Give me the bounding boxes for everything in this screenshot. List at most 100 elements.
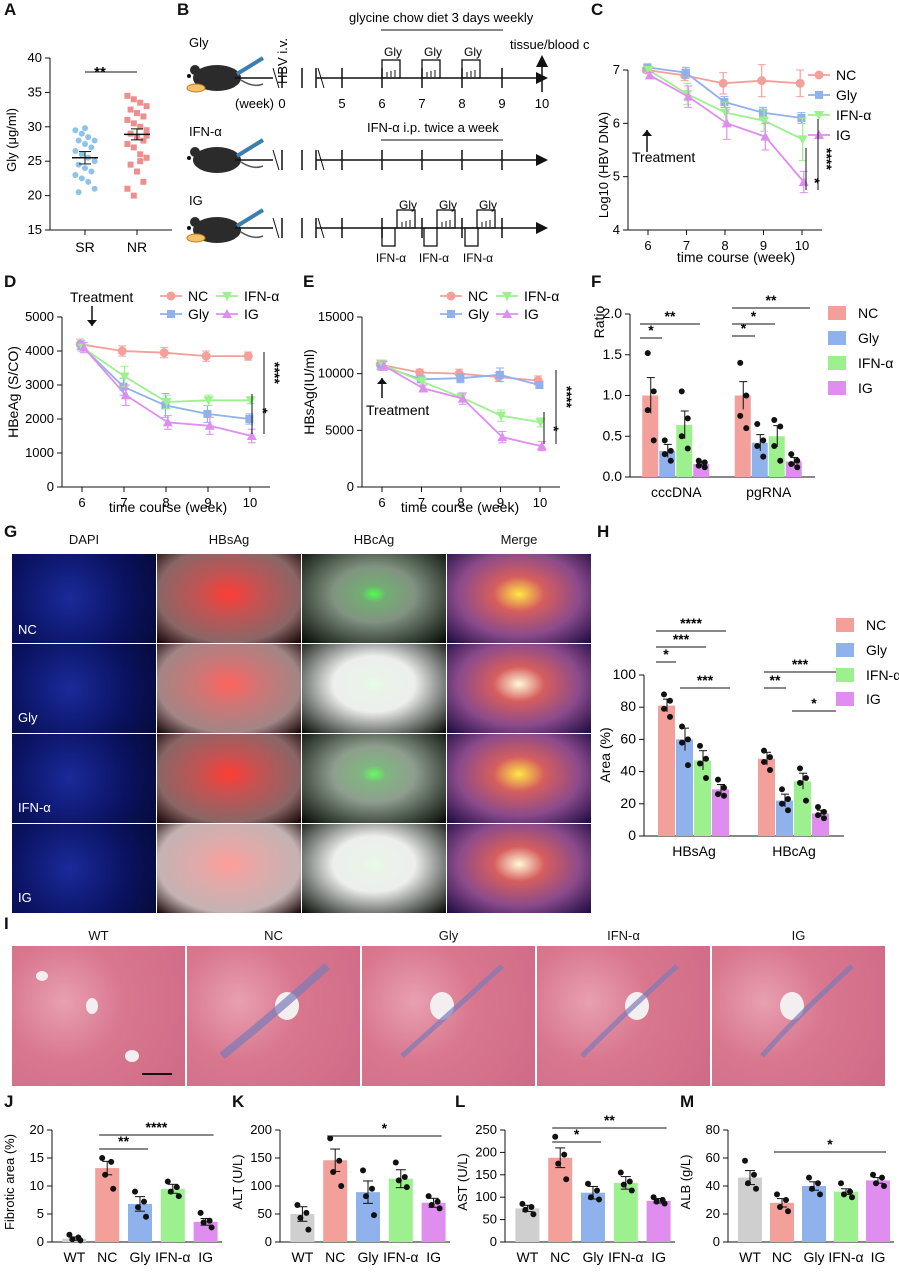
data-point bbox=[497, 432, 508, 442]
data-point bbox=[643, 66, 654, 75]
y-tick-label: 20 bbox=[30, 1122, 44, 1137]
treatment-box bbox=[396, 209, 416, 229]
data-point bbox=[246, 431, 257, 440]
bar bbox=[758, 758, 775, 836]
data-point bbox=[721, 118, 732, 128]
panel-e-chart: HBsAg(IU/ml) time course (week) Treatmen… bbox=[301, 288, 575, 515]
legend-swatch bbox=[836, 668, 854, 682]
y-tick-label: 50 bbox=[258, 1206, 272, 1221]
panel-b-collection: tissue/blood collection bbox=[510, 37, 590, 52]
data-point bbox=[530, 1211, 537, 1218]
data-point bbox=[760, 131, 771, 141]
panel-label-f: F bbox=[591, 272, 602, 291]
treatment-box bbox=[421, 59, 441, 79]
panel-b-row-ig: IG bbox=[189, 193, 203, 208]
data-point bbox=[88, 168, 95, 175]
data-point bbox=[99, 1155, 106, 1161]
x-tick-label: NC bbox=[325, 1249, 345, 1265]
microscopy-grid bbox=[12, 554, 591, 914]
data-point bbox=[338, 1183, 345, 1189]
data-point bbox=[743, 392, 750, 399]
data-point bbox=[697, 742, 703, 749]
he-stain-ifn bbox=[537, 946, 710, 1086]
data-point bbox=[204, 420, 215, 430]
data-point bbox=[294, 1202, 301, 1209]
x-tick-label: 8 bbox=[721, 238, 728, 253]
x-tick-label: Gly bbox=[804, 1249, 825, 1265]
data-point bbox=[585, 1180, 591, 1187]
gly-box-label-1: Gly bbox=[384, 45, 402, 59]
x-tick-label: cccDNA bbox=[651, 484, 702, 500]
data-point bbox=[774, 1191, 780, 1198]
data-point bbox=[695, 457, 702, 464]
y-tick-label: 5000 bbox=[325, 422, 354, 437]
panel-c-xlabel: time course (week) bbox=[677, 249, 795, 265]
data-point bbox=[588, 1194, 594, 1201]
data-point bbox=[841, 1191, 847, 1198]
data-point bbox=[552, 1133, 559, 1140]
data-point bbox=[679, 723, 685, 730]
panel-label-m: M bbox=[680, 1092, 695, 1111]
data-point bbox=[684, 445, 691, 452]
data-point bbox=[751, 1171, 757, 1178]
x-tick-label: 7 bbox=[683, 238, 690, 253]
panel-m-chart: ALB (g/L) 0 20 40 60 80 WT NC Gly IFN-α IG * bbox=[678, 1122, 894, 1265]
sig-label: *** bbox=[697, 672, 714, 688]
data-point bbox=[203, 409, 212, 418]
y-tick-label: 30 bbox=[28, 119, 42, 134]
data-point bbox=[870, 1171, 876, 1178]
data-point bbox=[814, 130, 824, 139]
x-tick-label: IG bbox=[651, 1249, 666, 1265]
y-tick-label: 25 bbox=[28, 153, 42, 168]
legend-label: Gly bbox=[468, 306, 489, 322]
data-point bbox=[102, 1171, 109, 1178]
y-tick-label: 2000 bbox=[25, 411, 54, 426]
sig-label: ** bbox=[665, 308, 676, 324]
vessel-lumen bbox=[86, 998, 98, 1014]
data-point bbox=[130, 192, 137, 199]
panel-f-chart: Ratio 0.0 0.5 1.0 1.5 2.0 cccDNA pgRNA NC Gly IFN… bbox=[591, 292, 893, 500]
x-tick-label: HBcAg bbox=[772, 843, 816, 859]
legend-swatch bbox=[828, 306, 846, 320]
legend-label: NC bbox=[468, 288, 488, 304]
y-tick-label: 1.0 bbox=[603, 387, 623, 403]
data-point bbox=[661, 437, 668, 444]
data-point bbox=[161, 398, 172, 407]
data-point bbox=[644, 407, 651, 414]
data-point bbox=[91, 185, 98, 192]
syringe-icon bbox=[235, 56, 265, 76]
data-point bbox=[127, 106, 134, 113]
data-point bbox=[701, 464, 708, 471]
y-tick-label: 40 bbox=[28, 50, 42, 65]
panel-e-xlabel: time course (week) bbox=[401, 499, 519, 515]
data-point bbox=[685, 762, 691, 769]
y-tick-label: 20 bbox=[706, 1206, 720, 1221]
data-point bbox=[783, 1197, 789, 1203]
data-point bbox=[72, 147, 79, 154]
data-point bbox=[718, 78, 728, 88]
bar bbox=[751, 442, 768, 477]
panel-d-sig2: **** bbox=[267, 362, 283, 384]
timeline-break bbox=[317, 149, 325, 171]
bar bbox=[658, 705, 675, 836]
data-point bbox=[815, 91, 823, 99]
panel-b-row-gly: Gly bbox=[189, 35, 209, 50]
y-tick-label: 0.0 bbox=[603, 468, 623, 484]
data-point bbox=[803, 775, 809, 782]
data-point bbox=[847, 1188, 853, 1195]
y-tick-label: 4 bbox=[613, 222, 620, 237]
x-tick-label: 6 bbox=[378, 495, 385, 510]
micrograph-dapi-ifn bbox=[12, 734, 156, 823]
legend-label: IG bbox=[866, 691, 881, 707]
data-point bbox=[737, 359, 744, 366]
week-label-6: 6 bbox=[378, 96, 385, 111]
x-tick-label: pgRNA bbox=[746, 484, 792, 500]
micrograph-hbsag-ifn bbox=[157, 734, 301, 823]
panel-e-ylabel: HBsAg(IU/ml) bbox=[301, 349, 317, 435]
treatment-arrow-head bbox=[87, 320, 97, 326]
data-point bbox=[628, 1187, 635, 1194]
y-tick-label: 150 bbox=[250, 1150, 272, 1165]
sig-label: *** bbox=[673, 631, 690, 647]
panel-m-ylabel: ALB (g/L) bbox=[678, 1155, 693, 1210]
sig-label: * bbox=[648, 322, 654, 338]
